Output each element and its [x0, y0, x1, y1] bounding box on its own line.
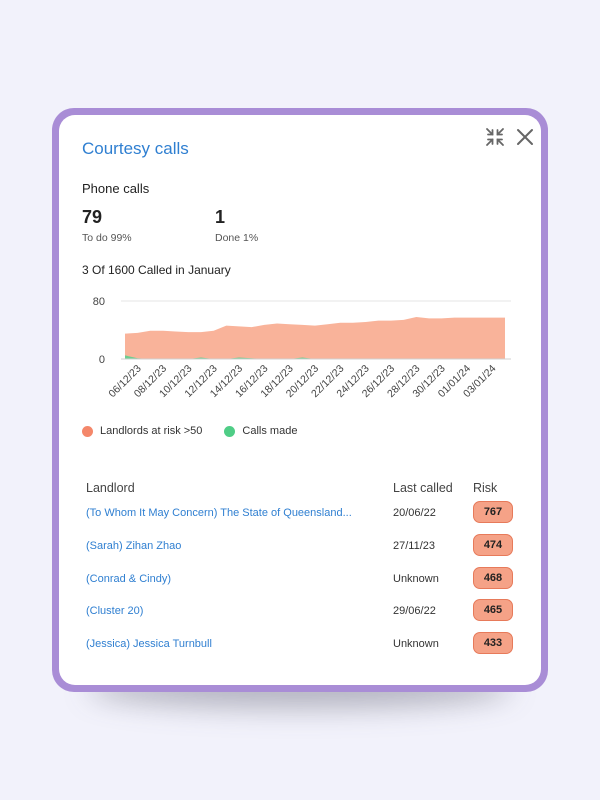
table-row[interactable]: (To Whom It May Concern) The State of Qu… [59, 499, 541, 529]
risk-badge: 468 [473, 567, 513, 589]
last-called-value: Unknown [393, 573, 439, 585]
todo-label: To do 99% [82, 232, 132, 244]
risk-badge: 474 [473, 534, 513, 556]
todo-count: 79 [82, 207, 103, 227]
table-row[interactable]: (Cluster 20) 29/06/22 465 [59, 597, 541, 627]
card-title: Courtesy calls [82, 139, 189, 158]
table-row[interactable]: (Jessica) Jessica Turnbull Unknown 433 [59, 630, 541, 660]
last-called-value: Unknown [393, 638, 439, 650]
landlord-link[interactable]: (Jessica) Jessica Turnbull [86, 638, 212, 650]
close-icon[interactable] [513, 125, 537, 149]
courtesy-calls-card: Courtesy calls [59, 115, 541, 685]
phone-calls-label: Phone calls [82, 181, 150, 196]
legend-calls-made-label: Calls made [242, 425, 298, 437]
header-risk[interactable]: Risk [473, 481, 498, 495]
table-row[interactable]: (Sarah) Zihan Zhao 27/11/23 474 [59, 532, 541, 562]
risk-badge: 465 [473, 599, 513, 621]
landlord-link[interactable]: (Sarah) Zihan Zhao [86, 540, 182, 552]
y-tick-label: 0 [99, 354, 105, 366]
legend-dot-at-risk [82, 425, 93, 437]
header-last-called[interactable]: Last called [393, 481, 453, 495]
legend-at-risk-label: Landlords at risk >50 [100, 425, 203, 437]
calls-area-chart: 08006/12/2308/12/2310/12/2312/12/2314/12… [93, 296, 511, 400]
collapse-arrows-icon[interactable] [483, 125, 507, 149]
called-summary: 3 Of 1600 Called in January [82, 263, 231, 277]
series-area-at-risk [125, 316, 505, 359]
risk-badge: 433 [473, 632, 513, 654]
done-label: Done 1% [215, 232, 259, 244]
last-called-value: 27/11/23 [393, 540, 436, 552]
header-landlord[interactable]: Landlord [86, 481, 135, 495]
table-row[interactable]: (Conrad & Cindy) Unknown 468 [59, 565, 541, 595]
last-called-value: 20/06/22 [393, 507, 436, 519]
landlord-link[interactable]: (Cluster 20) [86, 605, 144, 617]
card-frame: Courtesy calls [52, 108, 548, 692]
chart-legend: Landlords at risk >50 Calls made [82, 425, 319, 437]
legend-at-risk[interactable]: Landlords at risk >50 [82, 425, 202, 437]
legend-calls-made[interactable]: Calls made [224, 425, 297, 437]
y-tick-label: 80 [93, 296, 105, 308]
done-count: 1 [215, 207, 226, 227]
landlord-link[interactable]: (Conrad & Cindy) [86, 573, 171, 585]
last-called-value: 29/06/22 [393, 605, 436, 617]
legend-dot-calls-made [224, 425, 236, 437]
landlord-link[interactable]: (To Whom It May Concern) The State of Qu… [86, 507, 352, 519]
risk-badge: 767 [473, 501, 513, 523]
